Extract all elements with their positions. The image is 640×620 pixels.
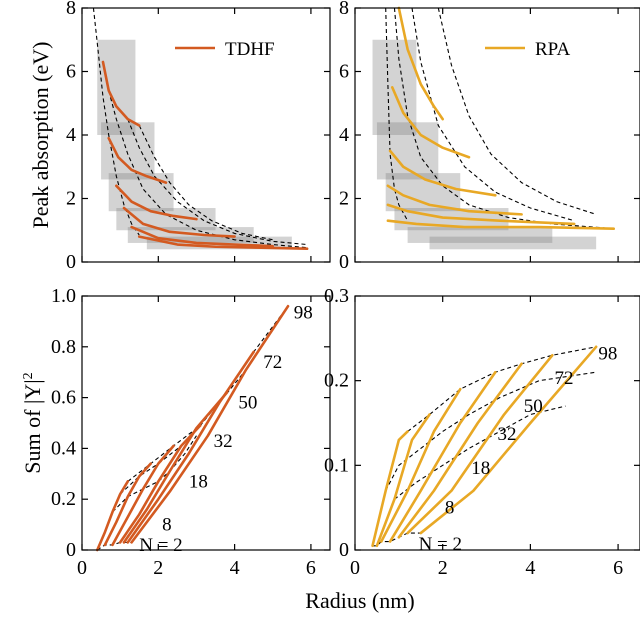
range-box bbox=[376, 122, 439, 180]
axis-frame bbox=[81, 295, 331, 551]
y-tick-label: 0 bbox=[339, 251, 349, 273]
curve-label: 72 bbox=[555, 368, 574, 389]
y-tick-label: 4 bbox=[339, 124, 349, 146]
curve-label: 18 bbox=[471, 458, 490, 479]
y-axis-title: Sum of |Y|2 bbox=[20, 372, 45, 473]
dashed-guide-line bbox=[127, 118, 308, 246]
dashed-guide-line bbox=[411, 7, 575, 222]
x-tick-label: 6 bbox=[306, 557, 316, 579]
y-tick-label: 0.6 bbox=[51, 387, 76, 409]
curve-label: 8 bbox=[162, 515, 172, 536]
y-tick-label: 0.8 bbox=[51, 336, 76, 358]
dashed-guide-line bbox=[385, 7, 409, 221]
x-axis-title: Radius (nm) bbox=[305, 588, 414, 613]
dashed-guide-line bbox=[127, 305, 289, 482]
y-tick-label: 8 bbox=[339, 0, 349, 19]
y-tick-label: 0.2 bbox=[324, 370, 349, 392]
y-tick-label: 1.0 bbox=[51, 285, 76, 307]
y-tick-label: 0 bbox=[66, 539, 76, 561]
dashed-guide-line bbox=[92, 7, 140, 236]
y-tick-label: 2 bbox=[339, 188, 349, 210]
series-line bbox=[130, 225, 275, 248]
series-line bbox=[101, 60, 141, 127]
series-line bbox=[103, 462, 152, 547]
curve-label: 18 bbox=[189, 471, 208, 492]
x-tick-label: 0 bbox=[350, 557, 360, 579]
legend-label: TDHF bbox=[225, 39, 275, 60]
y-tick-label: 8 bbox=[66, 0, 76, 19]
series-line bbox=[375, 413, 431, 548]
series-line bbox=[111, 444, 175, 547]
curve-label: 98 bbox=[294, 303, 313, 324]
y-tick-label: 0.3 bbox=[324, 285, 349, 307]
series-line bbox=[397, 6, 444, 121]
curve-label: 32 bbox=[498, 424, 517, 445]
series-line bbox=[388, 370, 497, 543]
y-axis-title: Peak absorption (eV) bbox=[28, 42, 53, 229]
series-line bbox=[386, 184, 523, 216]
series-line bbox=[137, 235, 309, 250]
x-tick-label: 0 bbox=[77, 557, 87, 579]
series-line bbox=[126, 350, 255, 544]
series-line bbox=[397, 362, 523, 539]
dashed-guide-line bbox=[138, 125, 273, 241]
series-line bbox=[122, 206, 236, 238]
curve-label: 50 bbox=[238, 393, 257, 414]
curve-label: 50 bbox=[524, 396, 543, 417]
y-tick-label: 0.4 bbox=[51, 437, 76, 459]
dashed-guide-line bbox=[385, 371, 597, 491]
series-line bbox=[390, 86, 471, 159]
series-line bbox=[419, 345, 598, 535]
y-tick-label: 0 bbox=[339, 539, 349, 561]
series-line bbox=[380, 387, 462, 543]
x-tick-label: 6 bbox=[613, 557, 623, 579]
y-tick-label: 0 bbox=[66, 251, 76, 273]
y-tick-label: 6 bbox=[339, 61, 349, 83]
y-tick-label: 0.2 bbox=[51, 488, 76, 510]
curve-label: N = 2 bbox=[139, 535, 182, 556]
y-tick-label: 6 bbox=[66, 61, 76, 83]
range-box bbox=[108, 173, 174, 212]
dashed-guide-line bbox=[437, 7, 597, 215]
series-line bbox=[386, 203, 576, 226]
series-line bbox=[388, 149, 497, 197]
series-line bbox=[95, 480, 130, 552]
legend-label: RPA bbox=[535, 39, 570, 60]
y-tick-label: 4 bbox=[66, 124, 76, 146]
curve-label: 32 bbox=[214, 431, 233, 452]
series-line bbox=[130, 304, 290, 544]
range-box bbox=[101, 122, 155, 180]
x-tick-label: 2 bbox=[438, 557, 448, 579]
series-line bbox=[371, 430, 409, 548]
series-line bbox=[386, 219, 615, 230]
series-line bbox=[115, 184, 198, 221]
series-line bbox=[118, 424, 202, 544]
curve-label: 98 bbox=[598, 344, 617, 365]
axis-frame bbox=[354, 295, 640, 551]
series-line bbox=[122, 391, 229, 544]
curve-label: N = 2 bbox=[419, 534, 462, 555]
range-box bbox=[429, 236, 597, 250]
range-box bbox=[407, 227, 553, 243]
x-tick-label: 4 bbox=[230, 557, 240, 579]
curve-label: 8 bbox=[445, 498, 455, 519]
dashed-guide-line bbox=[393, 7, 614, 230]
range-box bbox=[116, 208, 216, 231]
y-tick-label: 2 bbox=[66, 188, 76, 210]
curve-label: 72 bbox=[263, 352, 282, 373]
y-tick-label: 0.1 bbox=[324, 454, 349, 476]
series-line bbox=[107, 136, 168, 184]
series-line bbox=[406, 353, 554, 535]
x-tick-label: 4 bbox=[525, 557, 535, 579]
x-tick-label: 2 bbox=[153, 557, 163, 579]
